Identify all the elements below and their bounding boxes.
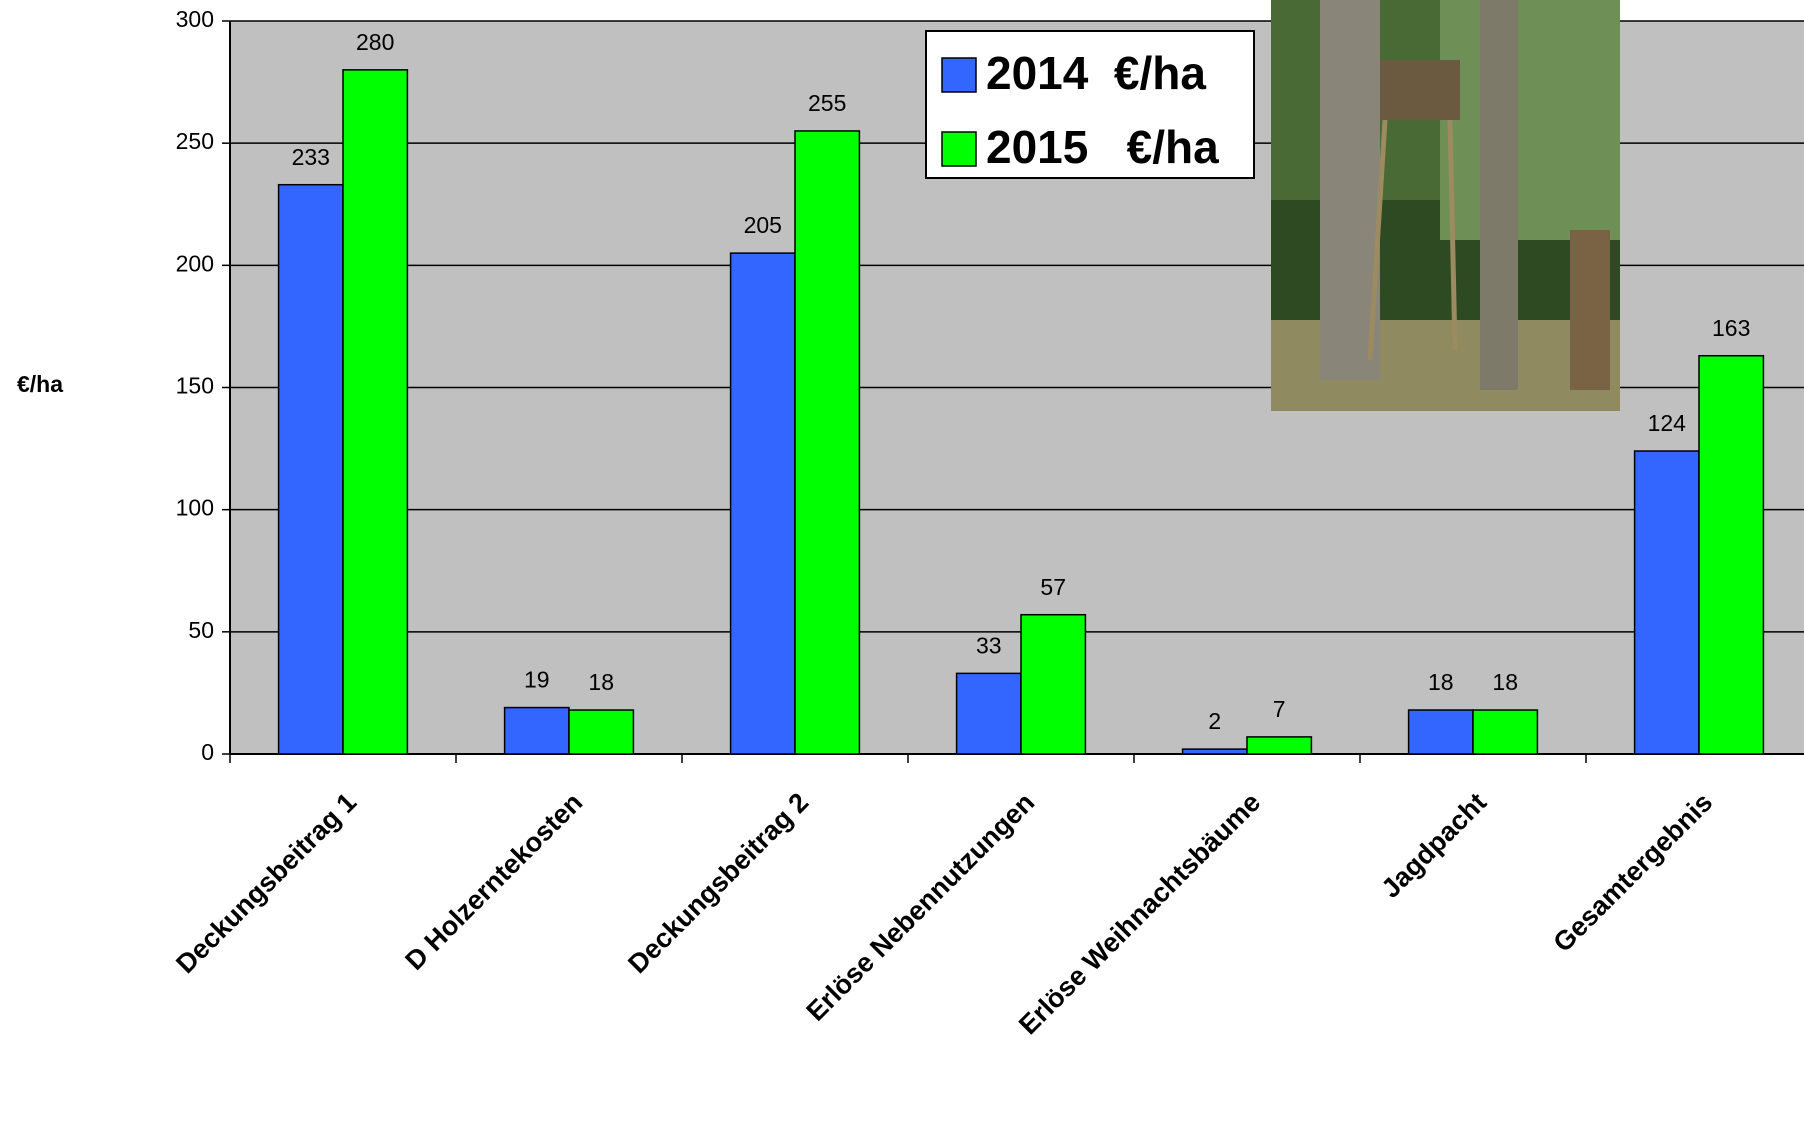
y-tick-label: 100: [176, 495, 214, 521]
y-tick-label: 300: [176, 6, 214, 32]
legend: 2014 €/ha 2015 €/ha: [925, 30, 1255, 179]
y-axis-label: €/ha: [17, 371, 63, 397]
bar: [1407, 709, 1474, 755]
legend-swatch: [941, 57, 977, 93]
x-tick-label: Gesamtergebnis: [1547, 787, 1718, 958]
value-label: 18: [1428, 669, 1454, 695]
y-tick-label: 0: [201, 739, 214, 765]
value-label: 18: [1492, 669, 1518, 695]
value-label: 7: [1273, 696, 1286, 722]
value-label: 205: [744, 212, 782, 238]
photo: [1271, 0, 1620, 411]
value-label: 255: [808, 90, 846, 116]
x-tick-label: D Holzerntekosten: [399, 787, 588, 976]
bar: [1633, 450, 1700, 755]
bar: [342, 69, 409, 755]
y-tick-label: 200: [176, 250, 214, 276]
bar: [1246, 736, 1313, 755]
value-label: 233: [292, 144, 330, 170]
bar: [277, 183, 344, 755]
value-label: 18: [588, 669, 614, 695]
bar: [1698, 354, 1765, 755]
x-tick-label: Erlöse Weihnachtsbäume: [1013, 787, 1266, 1040]
value-label: 124: [1648, 410, 1687, 436]
value-label: 19: [524, 667, 550, 693]
bar: [1020, 613, 1087, 755]
y-tick-label: 250: [176, 128, 214, 154]
bar: [503, 706, 570, 755]
legend-swatch: [941, 131, 977, 167]
bar: [955, 672, 1022, 755]
value-label: 163: [1712, 315, 1750, 341]
bar: [729, 252, 796, 755]
y-tick-label: 150: [176, 373, 214, 399]
value-label: 280: [356, 29, 394, 55]
bar: [1181, 748, 1248, 755]
x-tick-label: Erlöse Nebennutzungen: [801, 787, 1041, 1027]
bar: [1472, 709, 1539, 755]
bar: [568, 709, 635, 755]
legend-label: 2014 €/ha: [986, 47, 1206, 99]
value-label: 57: [1040, 574, 1066, 600]
value-label: 2: [1208, 708, 1221, 734]
x-tick-label: Jagdpacht: [1376, 787, 1493, 904]
value-label: 33: [976, 632, 1002, 658]
y-tick-label: 50: [188, 617, 214, 643]
bar: [794, 130, 861, 755]
x-tick-label: Deckungsbeitrag 2: [622, 787, 814, 979]
x-tick-label: Deckungsbeitrag 1: [170, 787, 362, 979]
legend-label: 2015 €/ha: [986, 121, 1219, 173]
